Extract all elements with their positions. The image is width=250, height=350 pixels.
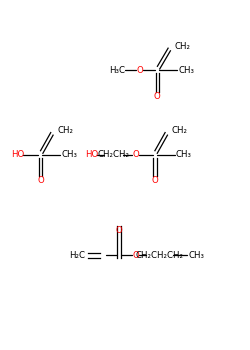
Text: CH₂CH₂: CH₂CH₂: [98, 150, 130, 159]
Text: O: O: [132, 251, 139, 260]
Text: O: O: [116, 226, 122, 235]
Text: O: O: [37, 176, 44, 185]
Text: HO: HO: [86, 150, 99, 159]
Text: H₂C: H₂C: [69, 251, 85, 260]
Text: O: O: [152, 176, 158, 185]
Text: O: O: [154, 92, 161, 101]
Text: CH₂: CH₂: [172, 126, 188, 135]
Text: O: O: [132, 150, 139, 159]
Text: O: O: [136, 66, 143, 75]
Text: CH₃: CH₃: [188, 251, 204, 260]
Text: CH₃: CH₃: [178, 66, 194, 75]
Text: CH₃: CH₃: [62, 150, 78, 159]
Text: CH₂: CH₂: [175, 42, 191, 50]
Text: CH₂CH₂CH₂: CH₂CH₂CH₂: [136, 251, 184, 260]
Text: H₃C: H₃C: [110, 66, 126, 75]
Text: CH₂: CH₂: [58, 126, 74, 135]
Text: HO: HO: [11, 150, 24, 159]
Text: CH₃: CH₃: [176, 150, 192, 159]
